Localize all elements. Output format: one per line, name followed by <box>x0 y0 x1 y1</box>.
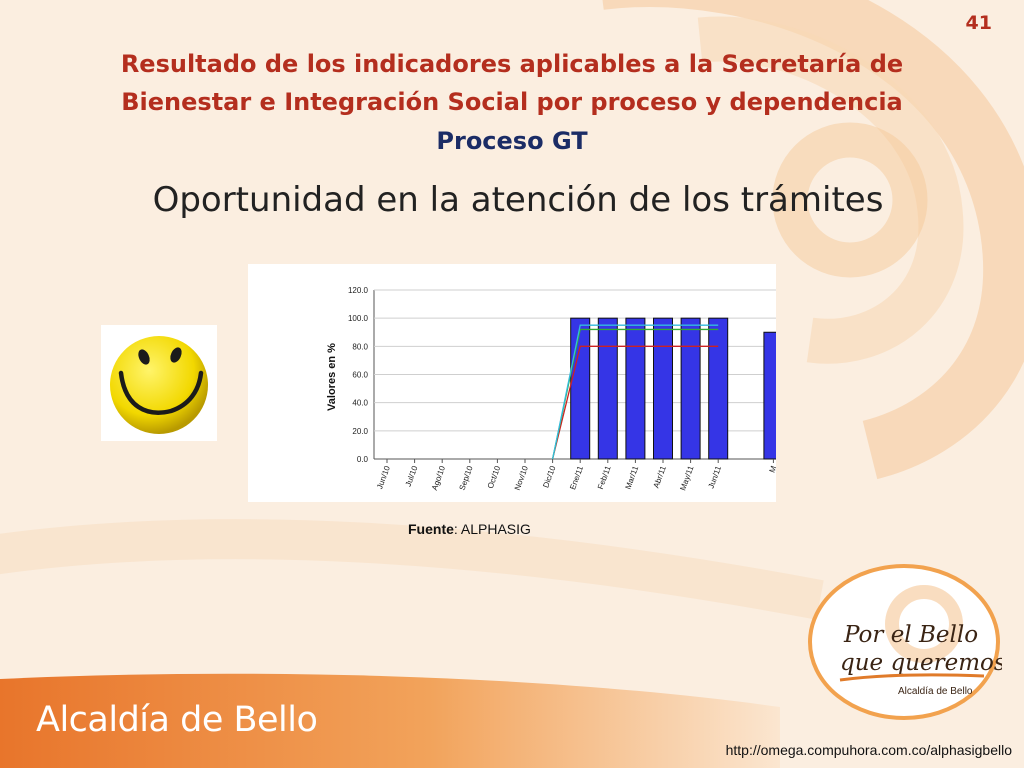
chart-y-ticks: 0.0 20.0 40.0 60.0 80.0 100.0 120.0 <box>348 286 369 464</box>
slide-subtitle: Oportunidad en la atención de los trámit… <box>152 180 884 220</box>
chart-x-ticks: Jun/10 Jul/10 Ago/10 Sep/10 Oct/10 Nov/10 Dic/… <box>375 459 778 492</box>
chart-x-tick-label: Ago/10 <box>430 464 447 491</box>
footer-url[interactable]: http://omega.compuhora.com.co/alphasigbe… <box>725 742 1012 758</box>
smiley-icon <box>110 336 208 434</box>
chart-bar <box>763 331 784 460</box>
title-line-2: Bienestar e Integración Social por proce… <box>121 88 903 116</box>
campaign-badge: Por el Bello que queremos Alcaldía de Be… <box>808 564 1002 720</box>
smiley-image <box>101 325 217 441</box>
chart-lines <box>551 324 719 460</box>
chart-bar <box>597 317 618 460</box>
badge-line-1: Por el Bello <box>843 622 978 648</box>
chart-series-line <box>551 345 719 460</box>
chart-series-line <box>551 328 719 460</box>
chart-x-tick-label: Sep/10 <box>458 464 475 491</box>
chart-x-tick-label: Feb/11 <box>596 464 613 490</box>
footer-bar <box>0 673 780 768</box>
source-note: Fuente: ALPHASIG <box>408 521 531 537</box>
badge-line-2: que queremos <box>840 650 1002 676</box>
chart-x-tick-label: Mar/11 <box>624 464 641 490</box>
chart-bar <box>625 317 646 460</box>
chart-bar <box>653 317 673 460</box>
process-label: Proceso GT <box>436 127 588 155</box>
chart-x-tick-label: Dic/10 <box>541 464 557 489</box>
chart-y-tick-label: 0.0 <box>357 455 369 464</box>
page-number: 41 <box>965 12 992 34</box>
chart-y-tick-label: 80.0 <box>352 342 368 351</box>
title-line-1: Resultado de los indicadores aplicables … <box>120 50 904 78</box>
chart-series-line <box>551 324 719 460</box>
chart-y-tick-label: 100.0 <box>348 314 369 323</box>
chart-x-tick-label: Jun/10 <box>375 464 392 490</box>
chart-x-tick-label: Abr/11 <box>652 464 669 489</box>
chart-x-tick-label: Jul/10 <box>404 464 420 488</box>
chart-x-tick-label: M <box>768 464 776 474</box>
badge-line-3: Alcaldía de Bello <box>898 686 973 697</box>
source-label: Fuente <box>408 521 454 537</box>
chart-y-tick-label: 40.0 <box>352 399 368 408</box>
chart-y-label: Valores en % <box>326 343 338 411</box>
source-value: : ALPHASIG <box>453 521 531 537</box>
chart-x-tick-label: Jun/11 <box>707 464 724 490</box>
chart-bars <box>570 317 784 460</box>
chart-x-tick-label: May/11 <box>678 464 695 492</box>
chart-bar <box>708 317 729 460</box>
chart-x-tick-label: Nov/10 <box>513 464 530 491</box>
indicator-chart: 0.0 20.0 40.0 60.0 80.0 100.0 120.0 Jun/10 Jul/… <box>326 286 784 492</box>
chart-x-tick-label: Oct/10 <box>486 464 503 490</box>
chart-bar <box>570 317 591 460</box>
footer-brand: Alcaldía de Bello <box>36 700 318 740</box>
chart-y-tick-label: 60.0 <box>352 371 368 380</box>
slide-title: Resultado de los indicadores aplicables … <box>80 45 944 121</box>
chart-y-tick-label: 20.0 <box>352 427 368 436</box>
chart-panel: 0.0 20.0 40.0 60.0 80.0 100.0 120.0 Jun/10 Jul/… <box>248 264 784 502</box>
chart-y-tick-label: 120.0 <box>348 286 369 295</box>
chart-x-tick-label: Ene/11 <box>568 464 585 491</box>
chart-bar <box>680 317 701 460</box>
